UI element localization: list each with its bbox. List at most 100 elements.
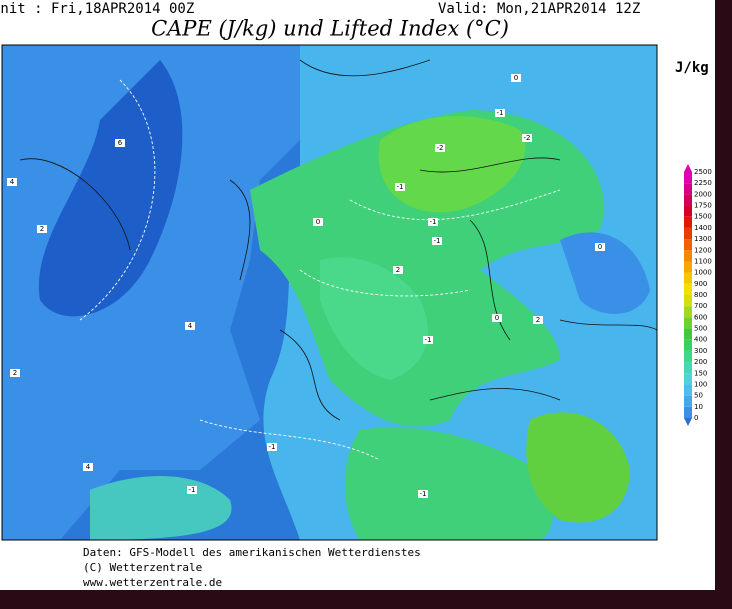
colorbar-segment (684, 283, 692, 295)
colorbar-label: 800 (694, 291, 707, 299)
colorbar-label: 1300 (694, 235, 712, 243)
region (2, 45, 320, 540)
colorbar-label: 2000 (694, 190, 712, 198)
contour-label: -1 (425, 336, 432, 344)
footer-copyright: (C) Wetterzentrale (83, 561, 202, 574)
colorbar-label: 300 (694, 347, 707, 355)
colorbar-label: 150 (694, 369, 707, 377)
region (38, 60, 183, 317)
contour-label: 2 (536, 316, 540, 324)
colorbar-label: 1400 (694, 224, 712, 232)
colorbar-segment (684, 183, 692, 195)
colorbar-label: 500 (694, 325, 707, 333)
contour-label-box (435, 144, 445, 152)
contour-label-box (595, 243, 605, 251)
contour-label-box (267, 443, 277, 451)
contour-label-box (428, 218, 438, 226)
contour-label-box (495, 109, 505, 117)
colorbar-segment (684, 172, 692, 184)
contour-label-box (115, 139, 125, 147)
contour-label: 2 (13, 369, 17, 377)
unit-label: J/kg (675, 60, 709, 76)
border-line (19, 59, 657, 421)
contour-label: -1 (497, 109, 504, 117)
region (560, 232, 650, 314)
colorbar-label: 50 (694, 392, 703, 400)
contour-label: 2 (396, 266, 400, 274)
colorbar-label: 2250 (694, 179, 712, 187)
region (250, 110, 604, 427)
colorbar-label: 1500 (694, 213, 712, 221)
colorbar-segment (684, 350, 692, 363)
colorbar-label: 100 (694, 380, 707, 388)
map (1, 44, 658, 541)
colorbar-segment (684, 261, 692, 273)
colorbar-label: 0 (694, 414, 698, 422)
colorbar-segment (684, 373, 692, 385)
contour-label: 0 (598, 243, 602, 251)
colorbar-segment (684, 317, 692, 329)
colorbar-label: 700 (694, 302, 707, 310)
colorbar-segment (684, 205, 692, 217)
contour-label: -1 (189, 486, 196, 494)
contour-label: -1 (434, 237, 441, 245)
contour-label: 0 (514, 74, 518, 82)
contour-label: 2 (40, 225, 44, 233)
contour-label: 0 (316, 218, 320, 226)
init-time: Init : Fri,18APR2014 00Z (0, 1, 194, 17)
contour-line (79, 79, 561, 461)
contour-labels: -2 -1 -1 -1 -1 0 0 2 2 4 6 2 4 -1 -1 -2 0 -1 -1 2 0 4 (7, 74, 605, 498)
contour-label-box (432, 237, 442, 245)
colorbar-segment (684, 250, 692, 262)
contour-label-box (10, 369, 20, 377)
region (345, 427, 554, 540)
colorbar-label: 2500 (694, 168, 712, 176)
colorbar-segment (684, 339, 692, 351)
colorbar-segment (684, 406, 692, 418)
contour-label: 4 (86, 463, 91, 471)
footer-source: Daten: GFS-Modell des amerikanischen Wet… (83, 546, 421, 559)
contour-label-box (83, 463, 93, 471)
colorbar-label: 1000 (694, 269, 712, 277)
contour-label: -1 (269, 443, 276, 451)
footer-url: www.wetterzentrale.de (83, 576, 222, 589)
colorbar-segment (684, 227, 692, 240)
colorbar-cap (684, 418, 692, 426)
contour-label: -2 (524, 134, 531, 142)
colorbar-segment (684, 194, 692, 206)
colorbar-segment (684, 272, 692, 284)
colorbar-segment (684, 362, 692, 374)
colorbar-label: 1100 (694, 257, 712, 265)
colorbar-segment (684, 395, 692, 407)
map-frame (1, 44, 658, 541)
contour-label-box (393, 266, 403, 274)
contour-label: 0 (495, 314, 499, 322)
contour-label-box (37, 225, 47, 233)
contour-label-box (418, 490, 428, 498)
contour-label-box (187, 486, 197, 494)
colorbar-label: 1750 (694, 202, 712, 210)
contour-label-box (395, 183, 405, 191)
contour-label-box (522, 134, 532, 142)
region (526, 412, 630, 523)
colorbar-label: 400 (694, 336, 707, 344)
colorbar-cap (684, 164, 692, 172)
colorbar-label: 200 (694, 358, 707, 366)
region (378, 116, 526, 213)
colorbar-label: 10 (694, 403, 703, 411)
colorbar-segment (684, 295, 692, 307)
colorbar-segment (684, 216, 692, 228)
contour-label-box (185, 322, 195, 330)
contour-label: 4 (10, 178, 15, 186)
colorbar-label: 900 (694, 280, 707, 288)
contour-label: -2 (437, 144, 444, 152)
contour-label-box (313, 218, 323, 226)
colorbar: 0 10 50 100 150 200 300 400 500 600 700 800 900 1000 1… (684, 164, 712, 426)
colorbar-label: 600 (694, 313, 707, 321)
valid-time: Valid: Mon,21APR2014 12Z (438, 1, 640, 17)
contour-label-box (511, 74, 521, 82)
region (320, 257, 429, 380)
contour-label: 4 (188, 322, 193, 330)
